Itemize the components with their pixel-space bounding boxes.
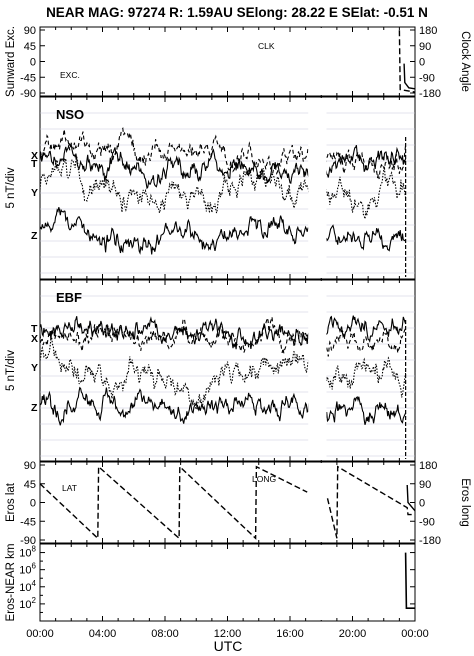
y-axis-title-left-eros: Eros lat [5,482,17,522]
component-label-x: X [31,150,38,162]
axis-labels: 00:00 04:00 08:00 12:00 16:00 20:00 00:00 90 45 0… [5,25,471,640]
x-tick-label: 08:00 [151,628,179,640]
panel-frame-ebf [39,279,416,462]
component-label-t: T [31,323,38,335]
trace-nso-t [39,142,407,190]
y-axis-title-right-sunward: Clock Angle [459,31,471,92]
trace-ebf-z [39,386,407,427]
y-tick-label-right: 90 [419,479,431,491]
y-tick-label-left: 90 [24,460,36,472]
y-tick-label-right: 0 [419,498,425,510]
x-tick-label: 12:00 [214,628,242,640]
y-tick-label-right: -180 [419,88,441,100]
panel-title-nso: NSO [56,107,84,122]
data-gap [308,28,327,95]
y-tick-label-left: 90 [24,25,36,37]
component-label-y: Y [31,187,38,199]
x-tick-label: 00:00 [26,628,54,640]
legend-exc: EXC. [60,70,80,80]
y-tick-label-right: -90 [419,516,435,528]
panel-frame-nso [39,96,416,280]
y-tick-label-right: -180 [419,535,441,547]
trace-ebf-x [39,315,407,357]
component-label-x: X [31,333,38,345]
x-tick-label: 20:00 [339,628,367,640]
y-tick-label-left: 102 [19,596,36,611]
y-axis-title-ebf: 5 nT/div [5,350,17,391]
panel-title-ebf: EBF [56,290,82,305]
y-tick-label-left: 0 [30,57,36,69]
series-lat [406,484,416,512]
data-gap [308,98,327,278]
series-long [39,465,308,540]
data-gap [308,545,327,620]
y-axis-title-right-eros: Eros long [459,478,471,527]
y-axis-title-nso: 5 nT/div [5,167,17,208]
chart-title: NEAR MAG: 97274 R: 1.59AU SElong: 28.22 … [46,5,428,20]
y-axis-title-range: Eros-NEAR km [5,544,17,622]
y-tick-label-left: -90 [20,88,36,100]
panel-frame-sunward [39,26,416,97]
data-gap [308,463,327,542]
y-tick-label-left: 106 [19,562,36,577]
component-label-z: Z [31,402,38,414]
y-tick-label-right: 180 [419,460,437,472]
trace-ebf-y [39,336,407,411]
series-clk [398,30,416,93]
trace-ebf-t [39,315,407,350]
series-exc [403,63,416,90]
series-range [404,552,415,609]
panel-frame-eros [39,461,416,544]
component-label-y: Y [31,362,38,374]
y-tick-label-left: 45 [24,479,36,491]
data-series [39,28,416,620]
trace-nso-z [39,207,406,255]
y-tick-label-right: -90 [419,72,435,84]
y-tick-label-left: 104 [19,579,36,594]
x-axis-title: UTC [214,638,243,654]
panel-frame-range [39,543,416,622]
y-tick-label-right: 90 [419,41,431,53]
legend-clk: CLK [258,41,275,51]
y-tick-label-left: 45 [24,41,36,53]
x-tick-label: 04:00 [89,628,117,640]
x-tick-label: 00:00 [401,628,429,640]
legend-long: LONG [252,474,276,484]
series-long [326,465,415,539]
trace-nso-y [39,156,407,220]
x-tick-label: 16:00 [276,628,304,640]
y-tick-label-left: -90 [20,535,36,547]
y-tick-label-right: 180 [419,25,437,37]
y-tick-label-left: 0 [30,498,36,510]
y-axis-title-left-sunward: Sunward Exc. [5,26,17,97]
component-label-z: Z [31,230,38,242]
y-tick-label-left: -45 [20,516,36,528]
component-label-t: T [31,158,38,170]
y-tick-label-left: 108 [19,545,36,560]
y-tick-label-left: -45 [20,72,36,84]
y-tick-label-right: 0 [419,57,425,69]
legend-lat: LAT [62,483,77,493]
data-gap [308,281,327,460]
trace-nso-x [39,127,407,180]
